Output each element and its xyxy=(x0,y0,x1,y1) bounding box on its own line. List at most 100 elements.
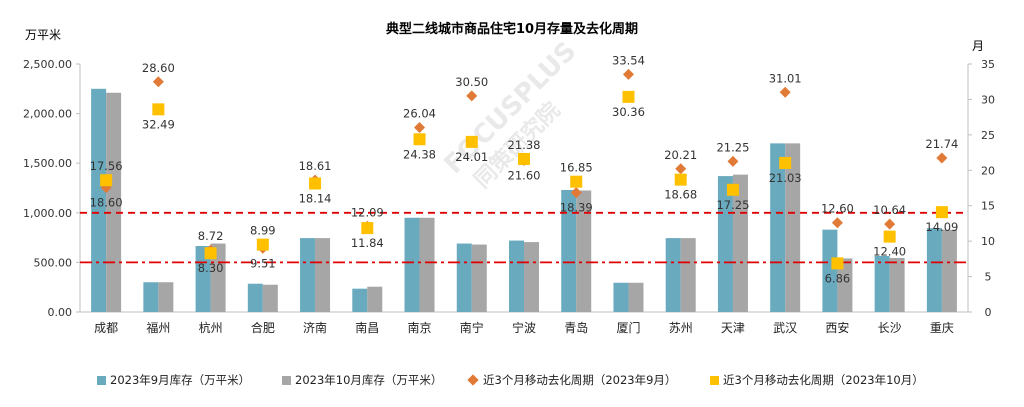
bar-oct-stock xyxy=(941,229,957,312)
point-oct-cycle xyxy=(100,174,113,187)
y-right-tick-label: 30 xyxy=(981,93,995,106)
points-layer xyxy=(100,68,948,270)
point-sep-cycle xyxy=(936,152,948,164)
data-label: 14.09 xyxy=(925,220,958,234)
legend-item-sep-stock: 2023年9月库存（万平米） xyxy=(97,372,250,388)
x-tick-label: 厦门 xyxy=(616,320,640,335)
legend: 2023年9月库存（万平米） 2023年10月库存（万平米） 近3个月移动去化周… xyxy=(0,366,1024,396)
data-label: 20.21 xyxy=(664,148,697,162)
data-label: 31.01 xyxy=(769,71,802,85)
point-oct-cycle xyxy=(413,133,426,146)
point-sep-cycle xyxy=(779,86,791,98)
bar-oct-stock xyxy=(524,242,539,312)
data-label: 18.68 xyxy=(664,188,697,202)
point-oct-cycle xyxy=(361,222,374,235)
point-oct-cycle xyxy=(465,135,478,148)
bar-oct-stock xyxy=(367,286,383,312)
bar-oct-stock xyxy=(262,284,278,312)
data-label: 21.25 xyxy=(716,140,749,154)
bar-oct-stock xyxy=(210,243,226,312)
bar-oct-stock xyxy=(837,258,853,312)
data-label: 21.03 xyxy=(769,171,802,185)
x-tick-label: 济南 xyxy=(303,320,327,335)
data-label: 24.01 xyxy=(455,150,488,164)
y-right-tick-label: 5 xyxy=(985,271,992,284)
y-right-tick-label: 35 xyxy=(981,58,995,71)
y-left-tick-label: 1,000.00 xyxy=(23,207,72,220)
legend-label: 2023年9月库存（万平米） xyxy=(110,373,251,387)
bar-oct-stock xyxy=(680,238,696,312)
x-tick-label: 重庆 xyxy=(930,321,954,335)
point-oct-cycle xyxy=(309,177,322,190)
data-label: 18.61 xyxy=(299,159,332,173)
legend-label: 近3个月移动去化周期（2023年10月） xyxy=(723,373,924,387)
y-left-tick-label: 1,500.00 xyxy=(23,157,72,170)
bar-sep-stock xyxy=(352,288,368,312)
legend-swatch xyxy=(282,375,291,385)
x-tick-label: 南宁 xyxy=(460,320,484,335)
bar-sep-stock xyxy=(91,88,107,312)
point-oct-cycle xyxy=(570,175,583,188)
point-oct-cycle xyxy=(204,247,217,260)
data-label: 21.38 xyxy=(508,138,541,152)
y-left-tick-label: 2,000.00 xyxy=(23,108,72,121)
x-tick-label: 青岛 xyxy=(564,320,588,335)
bar-sep-stock xyxy=(300,238,316,312)
data-label: 33.54 xyxy=(612,53,645,67)
data-label: 10.64 xyxy=(873,203,906,217)
point-sep-cycle xyxy=(622,68,634,80)
x-tick-label: 长沙 xyxy=(878,321,902,335)
point-oct-cycle xyxy=(883,230,896,243)
bar-sep-stock xyxy=(509,240,524,312)
point-sep-cycle xyxy=(727,155,739,167)
data-label: 8.30 xyxy=(198,261,224,275)
bar-oct-stock xyxy=(471,244,487,312)
x-tick-label: 宁波 xyxy=(512,320,536,335)
legend-marker xyxy=(710,375,719,385)
data-label: 8.72 xyxy=(198,229,224,243)
point-sep-cycle xyxy=(152,76,164,88)
data-label: 9.51 xyxy=(250,256,276,270)
data-label: 26.04 xyxy=(403,106,436,120)
x-tick-label: 成都 xyxy=(94,321,118,335)
legend-item-sep-cycle: 近3个月移动去化周期（2023年9月） xyxy=(467,372,676,388)
bars-layer xyxy=(91,88,957,312)
x-tick-label: 杭州 xyxy=(199,320,223,335)
data-label: 18.14 xyxy=(299,191,332,205)
legend-swatch xyxy=(97,375,106,385)
data-label: 28.60 xyxy=(142,61,175,75)
point-oct-cycle xyxy=(779,156,792,169)
x-tick-label: 合肥 xyxy=(251,320,275,335)
bar-oct-stock xyxy=(419,217,435,312)
data-label: 6.86 xyxy=(825,271,851,285)
x-tick-label: 南京 xyxy=(408,320,432,335)
data-label: 32.49 xyxy=(142,117,175,131)
y-left-tick-label: 500.00 xyxy=(34,256,73,269)
x-tick-label: 天津 xyxy=(721,321,745,335)
reference-lines-layer xyxy=(80,211,968,264)
data-label: 8.99 xyxy=(250,224,276,238)
bar-sep-stock xyxy=(561,189,577,312)
bar-sep-stock xyxy=(926,228,942,312)
data-label: 12.40 xyxy=(873,245,906,259)
data-label: 12.09 xyxy=(351,205,384,219)
point-oct-cycle xyxy=(256,238,269,251)
y-right-unit: 月 xyxy=(972,39,984,53)
data-label: 17.25 xyxy=(716,198,749,212)
x-tick-label: 苏州 xyxy=(669,321,693,335)
point-sep-cycle xyxy=(466,90,478,102)
point-sep-cycle xyxy=(570,187,582,199)
data-label: 12.60 xyxy=(821,202,854,216)
legend-marker xyxy=(467,374,479,386)
bar-oct-stock xyxy=(732,174,748,312)
point-oct-cycle xyxy=(726,183,739,196)
bar-oct-stock xyxy=(315,238,331,312)
y-right-tick-label: 20 xyxy=(981,164,995,177)
bar-oct-stock xyxy=(889,257,905,312)
bar-sep-stock xyxy=(874,255,890,312)
bar-oct-stock xyxy=(785,143,801,312)
data-label: 17.56 xyxy=(90,159,123,173)
legend-item-oct-stock: 2023年10月库存（万平米） xyxy=(282,372,442,388)
x-tick-label: 西安 xyxy=(825,320,849,335)
data-label: 18.39 xyxy=(560,201,593,215)
